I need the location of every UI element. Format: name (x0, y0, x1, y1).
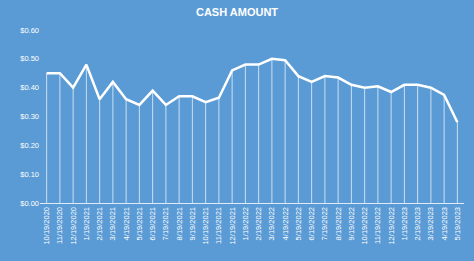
svg-text:8/19/2021: 8/19/2021 (175, 207, 184, 240)
svg-text:6/19/2021: 6/19/2021 (148, 207, 157, 240)
svg-text:5/19/2021: 5/19/2021 (135, 207, 144, 240)
svg-text:$0.00: $0.00 (20, 199, 39, 208)
svg-text:10/19/2022: 10/19/2022 (360, 207, 369, 245)
svg-text:$0.50: $0.50 (20, 54, 39, 63)
svg-text:9/19/2021: 9/19/2021 (188, 207, 197, 240)
svg-text:$0.10: $0.10 (20, 170, 39, 179)
svg-text:3/19/2021: 3/19/2021 (108, 207, 117, 240)
svg-text:$0.60: $0.60 (20, 26, 39, 35)
svg-text:4/19/2023: 4/19/2023 (440, 207, 449, 240)
svg-text:2/19/2021: 2/19/2021 (95, 207, 104, 240)
svg-text:6/19/2022: 6/19/2022 (307, 207, 316, 240)
svg-text:11/19/2022: 11/19/2022 (373, 207, 382, 244)
svg-text:1/19/2023: 1/19/2023 (400, 207, 409, 240)
svg-text:1/19/2021: 1/19/2021 (82, 207, 91, 240)
svg-text:11/19/2020: 11/19/2020 (55, 207, 64, 244)
svg-text:7/19/2022: 7/19/2022 (320, 207, 329, 240)
svg-text:12/19/2020: 12/19/2020 (69, 207, 78, 245)
svg-text:1/19/2022: 1/19/2022 (241, 207, 250, 240)
svg-text:$0.40: $0.40 (20, 83, 39, 92)
svg-text:9/19/2022: 9/19/2022 (347, 207, 356, 240)
svg-text:4/19/2022: 4/19/2022 (281, 207, 290, 240)
svg-text:7/19/2021: 7/19/2021 (161, 207, 170, 240)
svg-text:5/19/2023: 5/19/2023 (453, 207, 462, 240)
svg-text:12/19/2021: 12/19/2021 (228, 207, 237, 245)
svg-text:2/19/2023: 2/19/2023 (413, 207, 422, 240)
svg-text:5/19/2022: 5/19/2022 (294, 207, 303, 240)
svg-text:10/19/2021: 10/19/2021 (201, 207, 210, 245)
svg-text:8/19/2022: 8/19/2022 (334, 207, 343, 240)
svg-text:12/19/2022: 12/19/2022 (387, 207, 396, 245)
svg-text:3/19/2022: 3/19/2022 (267, 207, 276, 240)
svg-text:$0.30: $0.30 (20, 112, 39, 121)
svg-text:10/19/2020: 10/19/2020 (42, 207, 51, 245)
svg-text:$0.20: $0.20 (20, 141, 39, 150)
svg-text:3/19/2023: 3/19/2023 (426, 207, 435, 240)
svg-text:11/19/2021: 11/19/2021 (214, 207, 223, 244)
svg-text:2/19/2022: 2/19/2022 (254, 207, 263, 240)
svg-text:4/19/2021: 4/19/2021 (122, 207, 131, 240)
svg-text:CASH AMOUNT: CASH AMOUNT (196, 6, 278, 18)
